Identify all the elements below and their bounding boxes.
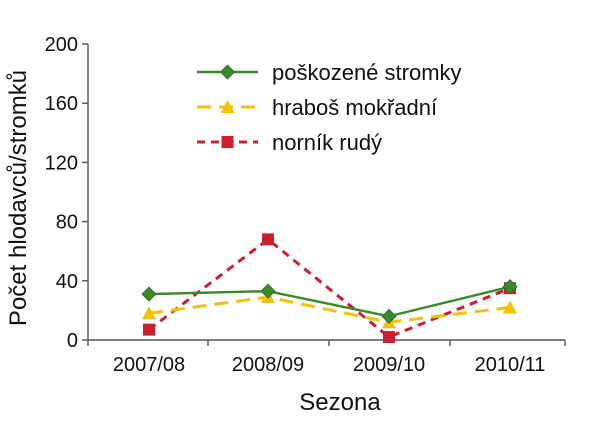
x-tick-label: 2008/09 [232, 354, 304, 376]
data-point [141, 286, 157, 302]
legend-label: norník rudý [272, 130, 382, 155]
data-point [503, 300, 517, 314]
data-point [262, 233, 274, 246]
series-0 [141, 279, 518, 324]
series-line [148, 295, 511, 324]
legend-marker [219, 64, 236, 80]
legend-marker [220, 100, 235, 113]
legend: poškozené stromky hraboš mokřadní norník r… [197, 60, 462, 155]
legend-marker [221, 136, 234, 148]
data-point [142, 306, 156, 320]
data-point [381, 308, 397, 324]
y-tick-label: 0 [67, 330, 78, 352]
data-point [383, 331, 395, 344]
legend-item: norník rudý [197, 130, 382, 155]
x-axis-title: Sezona [299, 389, 381, 416]
x-tick-label: 2010/11 [475, 354, 546, 376]
data-point [502, 279, 518, 295]
y-axis-title: Počet hlodavců/stromků [5, 70, 32, 326]
data-point [260, 283, 276, 299]
data-point [143, 323, 155, 336]
x-tick-label: 2009/10 [353, 354, 425, 376]
y-tick-label: 40 [56, 271, 78, 293]
legend-item: poškozené stromky [197, 60, 462, 85]
y-tick-label: 160 [45, 93, 78, 115]
y-tick-label: 120 [45, 152, 78, 174]
axes: 0 40 80 120 160 200 2007/08 2008/09 2009/10 2010/… [45, 34, 566, 376]
series-2 [143, 233, 516, 344]
x-tick-label: 2007/08 [113, 354, 185, 376]
legend-label: poškozené stromky [272, 60, 462, 85]
y-tick-label: 80 [56, 212, 78, 234]
series-line [148, 237, 511, 339]
y-tick-label: 200 [45, 34, 78, 56]
series-line [148, 285, 511, 318]
legend-item: hraboš mokřadní [197, 95, 437, 120]
series-layer [141, 233, 518, 344]
legend-label: hraboš mokřadní [272, 95, 437, 120]
